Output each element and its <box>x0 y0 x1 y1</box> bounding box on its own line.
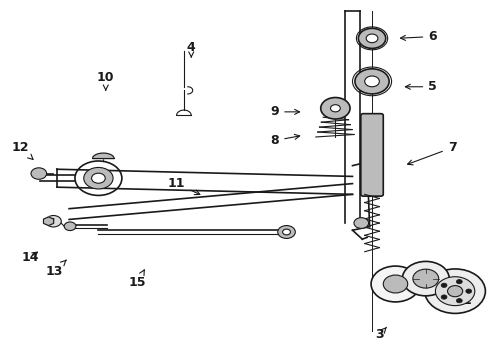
Polygon shape <box>93 153 114 158</box>
Text: 1: 1 <box>463 291 472 307</box>
Circle shape <box>402 261 449 296</box>
Text: 2: 2 <box>416 276 430 291</box>
Circle shape <box>321 98 350 119</box>
Text: 14: 14 <box>21 251 39 264</box>
Polygon shape <box>44 217 54 226</box>
Circle shape <box>413 269 439 288</box>
Text: 10: 10 <box>97 71 115 90</box>
Circle shape <box>466 289 472 293</box>
Circle shape <box>383 275 408 293</box>
Circle shape <box>331 105 340 112</box>
Text: 3: 3 <box>375 327 387 341</box>
Circle shape <box>31 168 47 179</box>
Circle shape <box>366 34 378 42</box>
Circle shape <box>456 279 462 284</box>
Text: 15: 15 <box>129 270 146 289</box>
Circle shape <box>64 222 76 230</box>
Circle shape <box>436 277 475 306</box>
Circle shape <box>46 216 61 227</box>
Circle shape <box>365 76 379 87</box>
Circle shape <box>84 167 113 189</box>
FancyBboxPatch shape <box>361 114 383 196</box>
Text: 7: 7 <box>408 141 457 165</box>
Circle shape <box>354 218 368 228</box>
Circle shape <box>283 229 291 235</box>
Circle shape <box>371 266 420 302</box>
Circle shape <box>425 269 486 314</box>
Circle shape <box>447 285 463 297</box>
Text: 11: 11 <box>168 177 200 195</box>
Text: 8: 8 <box>270 134 300 147</box>
Text: 4: 4 <box>187 41 196 57</box>
Text: 9: 9 <box>270 105 299 118</box>
Circle shape <box>456 298 462 303</box>
Circle shape <box>355 69 389 94</box>
Text: 12: 12 <box>11 141 33 159</box>
Text: 5: 5 <box>405 80 437 93</box>
Circle shape <box>441 295 447 299</box>
Text: 13: 13 <box>46 260 66 278</box>
Text: 6: 6 <box>400 30 437 43</box>
Circle shape <box>358 28 386 48</box>
Circle shape <box>92 173 105 183</box>
Circle shape <box>278 226 295 238</box>
Circle shape <box>441 283 447 287</box>
